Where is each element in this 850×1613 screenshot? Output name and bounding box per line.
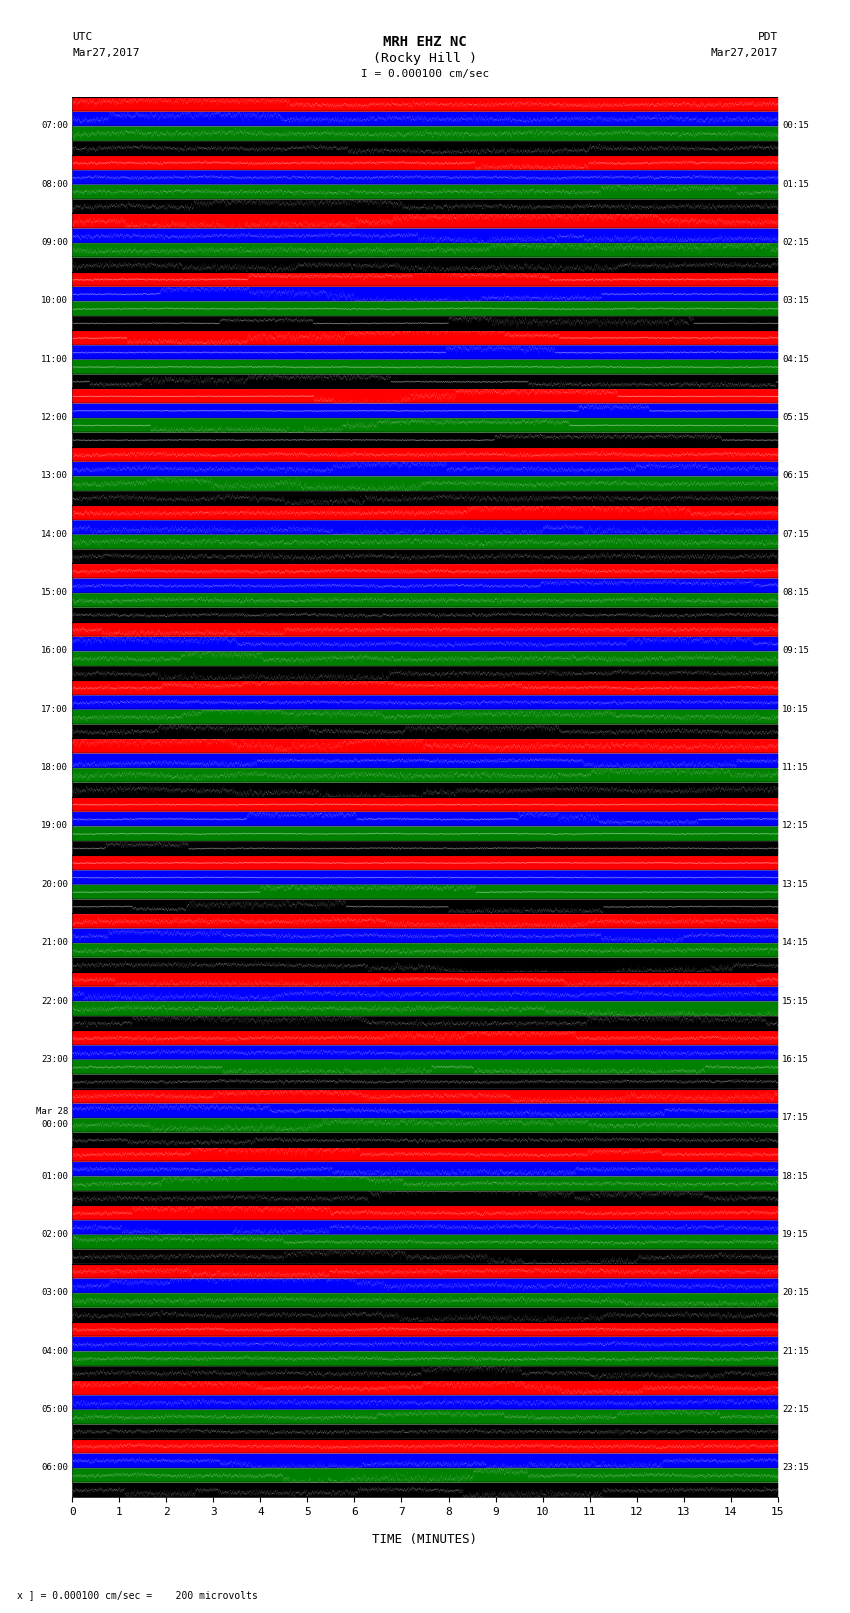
Text: 17:00: 17:00 [41, 705, 68, 715]
Text: 03:15: 03:15 [782, 297, 809, 305]
Text: 23:15: 23:15 [782, 1463, 809, 1473]
Text: 15:00: 15:00 [41, 589, 68, 597]
Text: (Rocky Hill ): (Rocky Hill ) [373, 52, 477, 65]
Text: 16:15: 16:15 [782, 1055, 809, 1065]
Text: I = 0.000100 cm/sec: I = 0.000100 cm/sec [361, 69, 489, 79]
Text: 10:00: 10:00 [41, 297, 68, 305]
Text: 07:15: 07:15 [782, 529, 809, 539]
Text: 11:00: 11:00 [41, 355, 68, 365]
Text: 23:00: 23:00 [41, 1055, 68, 1065]
Text: 08:15: 08:15 [782, 589, 809, 597]
Text: 20:00: 20:00 [41, 879, 68, 889]
Text: Mar27,2017: Mar27,2017 [711, 48, 778, 58]
Text: 00:00: 00:00 [41, 1119, 68, 1129]
Text: 12:15: 12:15 [782, 821, 809, 831]
Text: 13:15: 13:15 [782, 879, 809, 889]
Text: 10:15: 10:15 [782, 705, 809, 715]
Text: 20:15: 20:15 [782, 1289, 809, 1297]
Text: PDT: PDT [757, 32, 778, 42]
Text: 09:00: 09:00 [41, 239, 68, 247]
Text: 18:00: 18:00 [41, 763, 68, 773]
X-axis label: TIME (MINUTES): TIME (MINUTES) [372, 1534, 478, 1547]
Text: 18:15: 18:15 [782, 1171, 809, 1181]
Text: x ] = 0.000100 cm/sec =    200 microvolts: x ] = 0.000100 cm/sec = 200 microvolts [17, 1590, 258, 1600]
Text: 06:15: 06:15 [782, 471, 809, 481]
Text: 12:00: 12:00 [41, 413, 68, 423]
Text: 01:00: 01:00 [41, 1171, 68, 1181]
Text: 14:15: 14:15 [782, 939, 809, 947]
Text: 17:15: 17:15 [782, 1113, 809, 1123]
Text: 02:00: 02:00 [41, 1229, 68, 1239]
Text: 19:15: 19:15 [782, 1229, 809, 1239]
Text: 13:00: 13:00 [41, 471, 68, 481]
Text: 21:15: 21:15 [782, 1347, 809, 1355]
Text: 03:00: 03:00 [41, 1289, 68, 1297]
Text: 21:00: 21:00 [41, 939, 68, 947]
Text: 06:00: 06:00 [41, 1463, 68, 1473]
Text: 02:15: 02:15 [782, 239, 809, 247]
Text: 22:00: 22:00 [41, 997, 68, 1005]
Text: 05:00: 05:00 [41, 1405, 68, 1415]
Text: 08:00: 08:00 [41, 179, 68, 189]
Text: Mar 28: Mar 28 [36, 1107, 68, 1116]
Text: 05:15: 05:15 [782, 413, 809, 423]
Text: 07:00: 07:00 [41, 121, 68, 131]
Text: 04:15: 04:15 [782, 355, 809, 365]
Text: 09:15: 09:15 [782, 647, 809, 655]
Text: 00:15: 00:15 [782, 121, 809, 131]
Text: 15:15: 15:15 [782, 997, 809, 1005]
Text: 19:00: 19:00 [41, 821, 68, 831]
Text: Mar27,2017: Mar27,2017 [72, 48, 139, 58]
Text: 01:15: 01:15 [782, 179, 809, 189]
Text: 11:15: 11:15 [782, 763, 809, 773]
Text: UTC: UTC [72, 32, 93, 42]
Text: 22:15: 22:15 [782, 1405, 809, 1415]
Text: 16:00: 16:00 [41, 647, 68, 655]
Text: 04:00: 04:00 [41, 1347, 68, 1355]
Text: 14:00: 14:00 [41, 529, 68, 539]
Text: MRH EHZ NC: MRH EHZ NC [383, 35, 467, 50]
